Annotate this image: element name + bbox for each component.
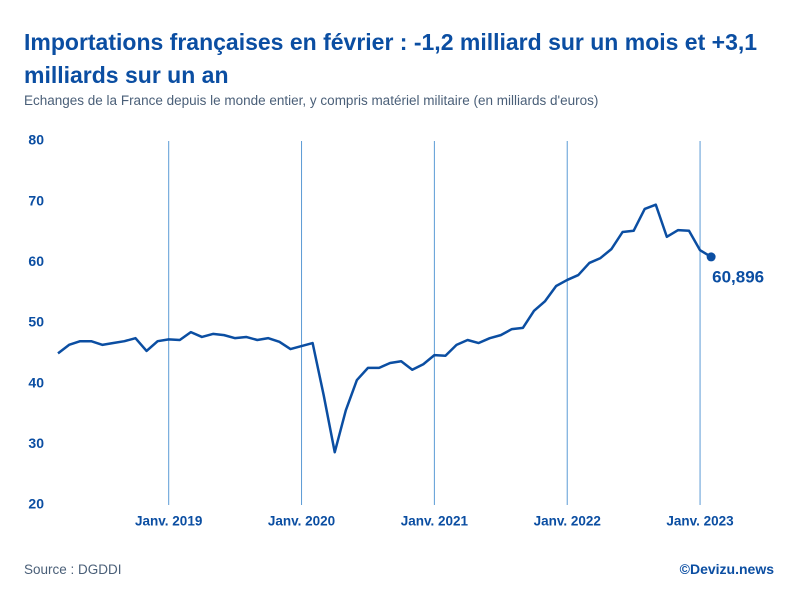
- y-tick-label: 70: [28, 192, 44, 208]
- source: Source : DGDDI: [24, 562, 122, 577]
- y-tick-label: 80: [28, 132, 44, 148]
- data-label: 60,896: [712, 267, 764, 286]
- y-tick-label: 60: [28, 253, 44, 269]
- chart-title: Importations françaises en février : -1,…: [24, 29, 758, 88]
- y-tick-label: 40: [28, 374, 44, 390]
- y-tick-label: 20: [28, 496, 44, 512]
- point-marker: [706, 252, 716, 262]
- chart-subtitle: Echanges de la France depuis le monde en…: [24, 93, 599, 108]
- line-series: [57, 203, 712, 454]
- x-tick-label: Janv. 2021: [401, 514, 469, 529]
- y-tick-label: 30: [28, 435, 44, 451]
- x-tick-label: Janv. 2019: [135, 514, 202, 529]
- x-tick-label: Janv. 2020: [268, 514, 335, 529]
- credit: ©Devizu.news: [679, 561, 774, 577]
- x-tick-label: Janv. 2022: [534, 514, 601, 529]
- y-tick-label: 50: [28, 314, 44, 330]
- x-tick-label: Janv. 2023: [666, 514, 734, 529]
